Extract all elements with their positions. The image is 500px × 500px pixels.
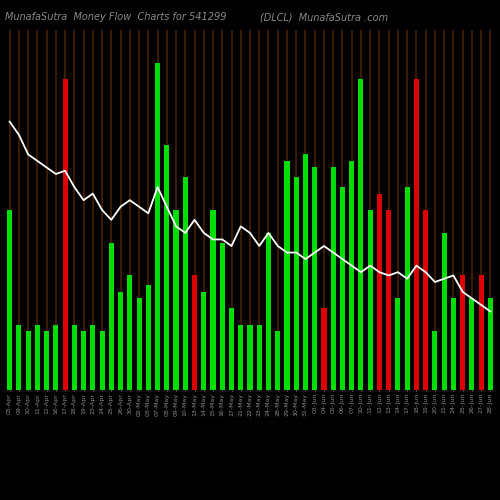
Bar [312, 168, 318, 390]
Bar [248, 324, 252, 390]
Text: (DLCL)  MunafaSutra .com: (DLCL) MunafaSutra .com [260, 12, 388, 22]
Bar [386, 210, 391, 390]
Bar [100, 331, 104, 390]
Bar [16, 324, 21, 390]
Bar [118, 292, 123, 390]
Bar [72, 324, 77, 390]
Bar [423, 210, 428, 390]
Bar [146, 286, 151, 390]
Bar [432, 331, 438, 390]
Bar [404, 187, 409, 390]
Bar [192, 276, 197, 390]
Bar [368, 210, 372, 390]
Bar [377, 194, 382, 390]
Bar [322, 308, 326, 390]
Bar [266, 233, 271, 390]
Bar [478, 276, 484, 390]
Bar [396, 298, 400, 390]
Bar [349, 161, 354, 390]
Bar [470, 298, 474, 390]
Bar [451, 298, 456, 390]
Bar [81, 331, 86, 390]
Bar [109, 242, 114, 390]
Bar [62, 79, 68, 390]
Bar [229, 308, 234, 390]
Bar [210, 210, 216, 390]
Bar [155, 62, 160, 390]
Bar [358, 79, 364, 390]
Bar [488, 298, 493, 390]
Bar [26, 331, 30, 390]
Bar [238, 324, 244, 390]
Bar [54, 324, 59, 390]
Bar [174, 210, 178, 390]
Bar [330, 168, 336, 390]
Bar [220, 242, 225, 390]
Text: MunafaSutra  Money Flow  Charts for 541299: MunafaSutra Money Flow Charts for 541299 [5, 12, 226, 22]
Bar [460, 276, 465, 390]
Bar [136, 298, 141, 390]
Bar [182, 178, 188, 390]
Bar [7, 210, 12, 390]
Bar [128, 276, 132, 390]
Bar [294, 178, 299, 390]
Bar [442, 233, 446, 390]
Bar [90, 324, 96, 390]
Bar [201, 292, 206, 390]
Bar [44, 331, 49, 390]
Bar [414, 79, 419, 390]
Bar [256, 324, 262, 390]
Bar [164, 144, 170, 390]
Bar [340, 187, 345, 390]
Bar [35, 324, 40, 390]
Bar [284, 161, 290, 390]
Bar [303, 154, 308, 390]
Bar [275, 331, 280, 390]
